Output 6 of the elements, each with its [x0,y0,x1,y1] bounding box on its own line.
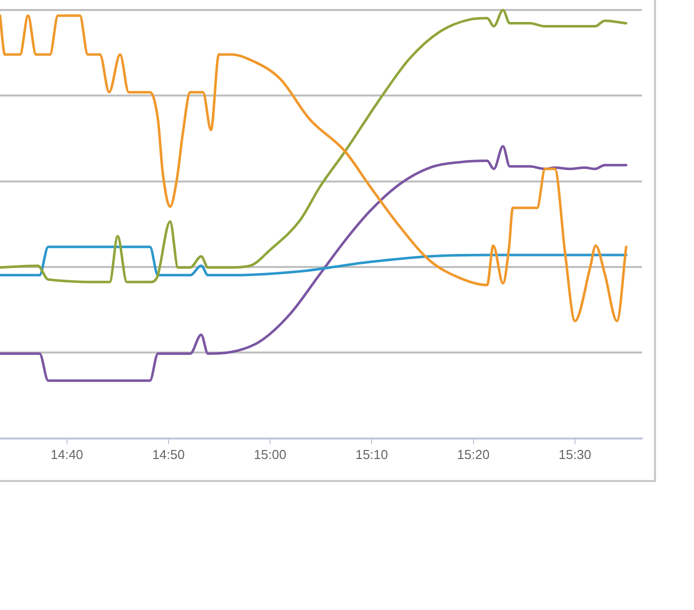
x-tick-label: 15:00 [254,446,286,462]
x-tick-label: 14:40 [50,446,84,462]
x-tick-label: 14:50 [152,446,185,462]
x-tick-label: 15:20 [457,446,490,462]
x-tick-label: 15:10 [355,446,388,462]
x-tick-label: 15:30 [558,446,592,462]
